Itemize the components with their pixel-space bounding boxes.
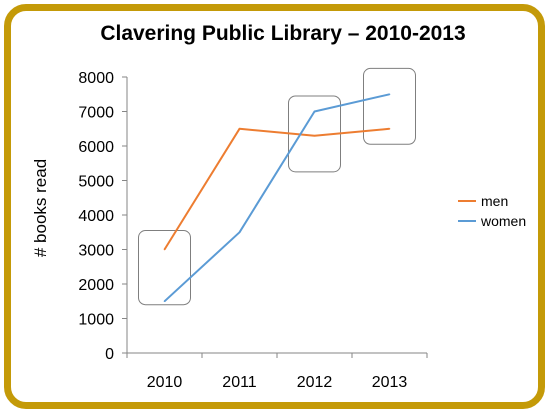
- y-tick-label: 4000: [78, 208, 114, 225]
- y-tick-label: 8000: [78, 70, 114, 87]
- data-point-men: [388, 127, 391, 130]
- y-tick-label: 7000: [78, 105, 114, 122]
- y-tick-label: 1000: [78, 312, 114, 329]
- data-point-women: [313, 110, 316, 113]
- chart-title: Clavering Public Library – 2010-2013: [100, 22, 465, 45]
- annotation-box-2013: [363, 67, 416, 145]
- y-tick-label: 0: [105, 346, 114, 363]
- chart-series: [163, 93, 391, 303]
- data-point-men: [163, 248, 166, 251]
- x-tick-label: 2011: [222, 374, 257, 391]
- data-point-women: [388, 93, 391, 96]
- y-tick-label: 3000: [78, 243, 114, 260]
- data-point-women: [163, 300, 166, 303]
- x-tick-label: 2013: [372, 374, 408, 391]
- series-line-women: [163, 93, 390, 303]
- chart-frame: [4, 4, 545, 409]
- x-tick-label: 2010: [147, 374, 183, 391]
- chart-legend: men women: [458, 193, 526, 229]
- y-tick-label: 6000: [78, 139, 114, 156]
- x-tick-label: 2012: [297, 374, 333, 391]
- y-tick-label: 2000: [78, 277, 114, 294]
- data-point-women: [238, 231, 241, 234]
- y-tick-label: 5000: [78, 174, 114, 191]
- series-line-men: [163, 127, 390, 251]
- legend-label-women: women: [480, 213, 526, 229]
- annotation-box-2010: [138, 230, 191, 306]
- legend-label-men: men: [481, 193, 508, 209]
- data-point-men: [238, 127, 241, 130]
- chart-axes: 0 1000 2000 3000 4000 5000 6000 7000 8000 2010 201…: [78, 70, 428, 391]
- y-axis-label: # books read: [31, 159, 50, 257]
- data-point-men: [313, 134, 316, 137]
- annotation-boxes: [138, 67, 416, 306]
